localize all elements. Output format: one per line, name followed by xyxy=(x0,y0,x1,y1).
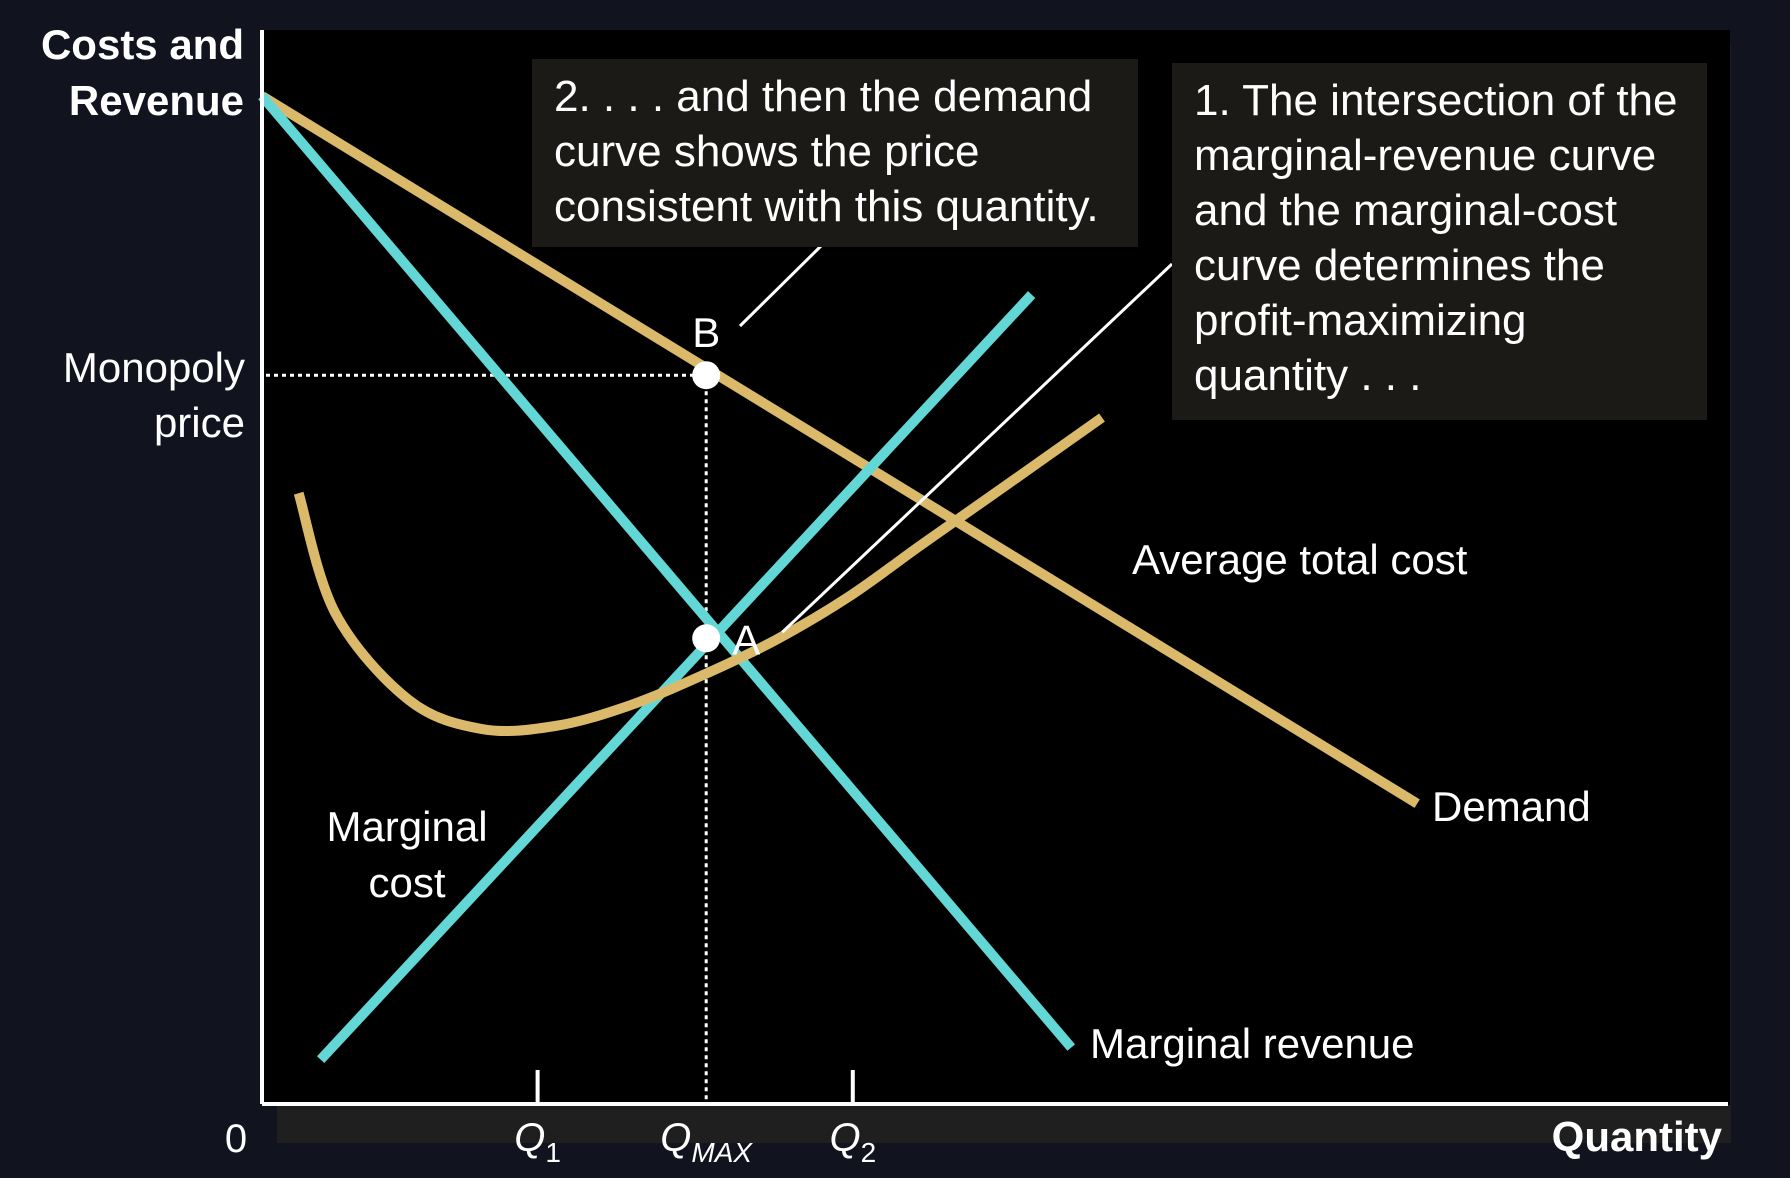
curves xyxy=(258,91,1420,1064)
x-axis-label: Quantity xyxy=(1552,1113,1723,1160)
monopoly-price-label-line-1: Monopoly xyxy=(63,344,245,391)
callout-1-leader xyxy=(781,262,1174,634)
demand-curve xyxy=(259,91,1420,808)
average-total-cost-label: Average total cost xyxy=(1132,536,1468,583)
monopoly-price-label-line-2: price xyxy=(154,399,245,446)
marginal-revenue-label: Marginal revenue xyxy=(1090,1020,1415,1067)
callout-step-2: 2. . . . and then the demand curve shows… xyxy=(532,59,1138,247)
marginal-cost-label-line-2: cost xyxy=(368,859,445,906)
guide-lines xyxy=(266,373,708,1104)
callout-leaders xyxy=(738,243,1174,634)
y-axis-label-line-2: Revenue xyxy=(69,77,244,124)
x-tick-label-1: Q1 xyxy=(514,1116,561,1168)
x-tick-label-2: QMAX xyxy=(660,1116,753,1168)
marginal-cost-curve xyxy=(316,291,1036,1064)
average-total-cost-curve xyxy=(293,413,1105,737)
callout-step-1: 1. The intersection of the marginal-reve… xyxy=(1172,63,1707,420)
point-b-label: B xyxy=(692,309,720,356)
y-axis-label-line-1: Costs and xyxy=(41,21,244,68)
x-ticks: Q1 QMAX Q2 xyxy=(514,1070,876,1168)
point-b-marker xyxy=(692,361,721,390)
demand-label: Demand xyxy=(1432,783,1591,830)
point-a-label: A xyxy=(732,616,760,663)
x-tick-label-3: Q2 xyxy=(829,1116,876,1168)
marginal-cost-label-line-1: Marginal xyxy=(326,803,487,850)
origin-label: 0 xyxy=(225,1117,247,1161)
marginal-revenue-curve xyxy=(258,92,1076,1051)
point-a-marker xyxy=(692,624,721,653)
point-markers: BA xyxy=(692,309,760,663)
axes xyxy=(260,30,1728,1106)
callout-2-leader xyxy=(738,243,824,328)
